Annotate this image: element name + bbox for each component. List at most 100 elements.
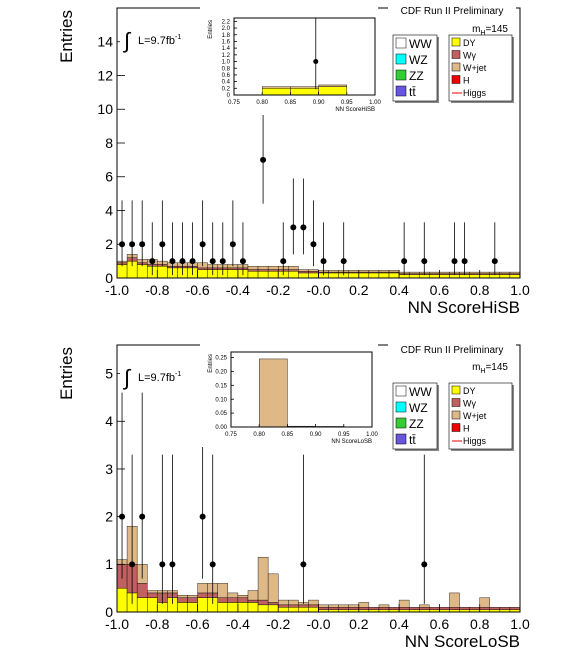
legend-label: DY xyxy=(463,38,476,48)
legend-swatch xyxy=(395,69,407,81)
x-tick-label: 0.2 xyxy=(349,616,369,632)
y-tick-label: 0.6 xyxy=(222,73,231,79)
x-tick-label: -0.6 xyxy=(186,616,210,632)
data-point xyxy=(310,241,317,248)
experiment-box xyxy=(388,5,516,17)
y-tick-label: 8 xyxy=(105,135,113,151)
data-point xyxy=(229,241,236,248)
histogram-bar xyxy=(197,597,208,612)
legend-swatch xyxy=(395,401,407,413)
histogram-bar xyxy=(388,272,400,278)
histogram-bar xyxy=(147,590,158,594)
data-point xyxy=(260,156,267,163)
histogram-bar xyxy=(429,274,440,278)
mass-rest: =145 xyxy=(485,362,508,373)
histogram-bar xyxy=(368,270,380,273)
histogram-bar xyxy=(408,271,420,274)
legend-label: tt̄ xyxy=(409,85,416,99)
y-tick-label: 6 xyxy=(105,169,113,185)
x-tick-label: 0.95 xyxy=(341,100,353,106)
legend-swatch xyxy=(451,398,461,407)
lumi-box xyxy=(120,359,194,389)
y-tick-label: 5 xyxy=(105,366,113,382)
legend-swatch xyxy=(451,423,461,432)
histogram-bar xyxy=(429,607,440,610)
data-point xyxy=(451,258,458,265)
histogram-bar xyxy=(419,604,430,608)
y-tick-label: 14 xyxy=(97,34,113,50)
histogram-bar xyxy=(217,602,229,612)
histogram-bar xyxy=(278,604,289,608)
histogram-bar xyxy=(338,604,349,608)
data-point xyxy=(300,224,307,231)
histogram-bar xyxy=(288,271,299,278)
legend-label: Wγ xyxy=(463,399,476,409)
histogram-bar xyxy=(499,607,511,610)
histogram-bar xyxy=(509,607,520,610)
data-point xyxy=(129,561,136,568)
y-axis-title: Entries xyxy=(208,354,214,373)
histogram-bar xyxy=(408,607,420,610)
histogram-bar xyxy=(197,267,208,270)
x-tick-label: -1.0 xyxy=(105,616,129,632)
histogram-bar xyxy=(348,604,360,608)
data-point xyxy=(320,258,327,265)
histogram-bar xyxy=(358,270,370,273)
histogram-bar xyxy=(449,592,460,608)
legend-swatch xyxy=(395,37,407,49)
histogram-bar xyxy=(262,88,291,95)
histogram-bar xyxy=(257,599,269,606)
legend-label: WW xyxy=(409,37,432,51)
y-tick-label: 1.6 xyxy=(222,40,231,46)
data-point xyxy=(340,258,347,265)
y-tick-label: 4 xyxy=(105,413,113,429)
histogram-bar xyxy=(177,595,188,598)
histogram-bar xyxy=(259,358,288,427)
y-tick-label: 0.2 xyxy=(222,86,231,92)
histogram-bar xyxy=(308,604,319,608)
histogram-bar xyxy=(247,265,259,270)
histogram-bar xyxy=(469,607,480,610)
x-tick-label: 0.8 xyxy=(470,616,490,632)
x-tick-label: 0.85 xyxy=(282,432,294,438)
histogram-bar xyxy=(358,272,370,278)
plot-area xyxy=(117,392,520,612)
mass-rest: =145 xyxy=(485,24,508,35)
histogram-bar xyxy=(499,271,511,274)
histogram-bar xyxy=(328,270,339,273)
histogram-bar xyxy=(479,274,490,278)
histogram-bar xyxy=(187,595,198,598)
histogram-bar xyxy=(227,592,239,598)
plot-frame xyxy=(230,351,373,428)
histogram-bar xyxy=(117,264,128,278)
histogram-bar xyxy=(177,602,188,612)
histogram-bar xyxy=(288,607,299,612)
x-tick-label: -0.4 xyxy=(226,616,250,632)
data-point xyxy=(219,258,226,265)
legend-label: WZ xyxy=(409,401,428,415)
data-point xyxy=(139,241,146,248)
histogram-bar xyxy=(398,599,410,608)
histogram-bar xyxy=(469,274,480,278)
histogram-bar xyxy=(262,86,291,89)
data-point xyxy=(239,258,246,265)
inset-background xyxy=(200,343,378,447)
histogram-bar xyxy=(177,597,188,603)
histogram-bar xyxy=(308,269,319,272)
legend-label: Wγ xyxy=(463,51,476,61)
histogram-bar xyxy=(318,607,329,610)
x-tick-label: 1.0 xyxy=(510,282,530,298)
legend-swatch xyxy=(451,50,461,59)
histogram-bar xyxy=(368,272,380,278)
legend-label: ZZ xyxy=(409,417,424,431)
legend-swatch xyxy=(395,417,407,429)
lumi-text: L=9.7fb xyxy=(138,35,175,47)
lumi-symbol: ∫ xyxy=(122,365,132,390)
y-tick-label: 1.0 xyxy=(222,60,231,66)
data-point xyxy=(491,258,498,265)
x-tick-label: -0.0 xyxy=(306,282,330,298)
experiment-label: CDF Run II Preliminary xyxy=(401,6,504,17)
data-point xyxy=(199,241,206,248)
x-tick-label: 0.95 xyxy=(338,432,350,438)
y-tick-label: 2 xyxy=(105,236,113,252)
